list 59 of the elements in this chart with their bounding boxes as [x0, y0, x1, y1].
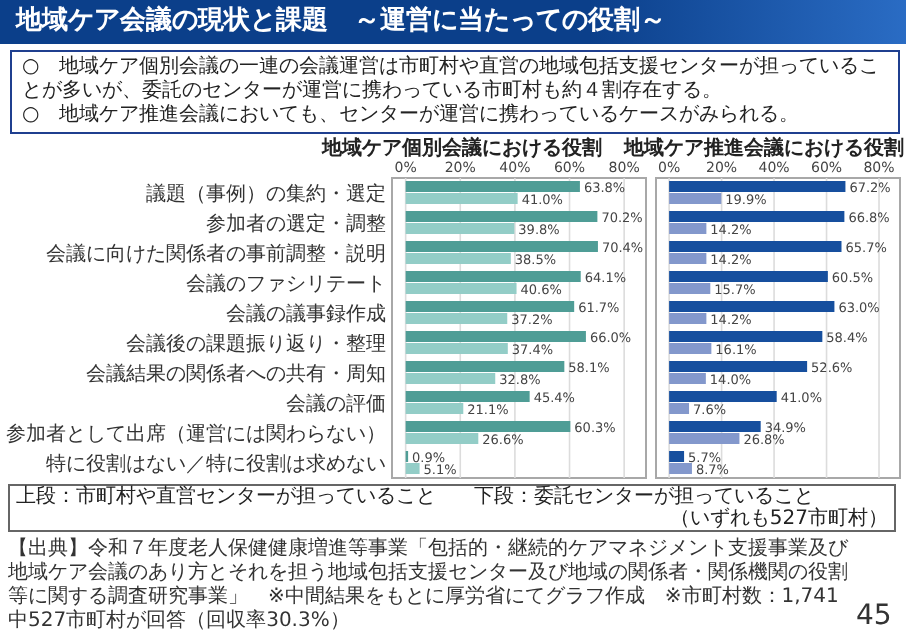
bar: [405, 253, 511, 264]
bar: [669, 271, 828, 282]
bar: [669, 343, 712, 354]
bar: [405, 241, 598, 252]
bar: [669, 463, 692, 474]
text: ○ 地域ケア推進会議においても、センターが運営に携わっているケースがみられる。: [22, 104, 802, 128]
chart-title: 地域ケア推進会議における役割: [622, 136, 904, 160]
bar: [669, 193, 722, 204]
y-tick-label: 参加者として出席（運営には関わらない）: [6, 422, 386, 446]
bar: [405, 421, 571, 432]
bar: [669, 361, 808, 372]
bar: [669, 253, 707, 264]
bar: [669, 283, 711, 294]
bar: [669, 181, 846, 192]
text: ○ 地域ケア個別会議の一連の会議運営は市町村や直営の地域包括支援センターが担っていることが多いが、委託のセンターが運営に携わっている市町村も約４割存在する。: [22, 56, 882, 103]
y-tick-label: 議題（事例）の集約・選定: [146, 182, 386, 206]
y-tick-label: 会議の評価: [286, 392, 386, 416]
bar: [669, 451, 685, 462]
bar: [405, 301, 575, 312]
bar: [669, 421, 761, 432]
bar: [405, 181, 580, 192]
y-tick-label: 会議に向けた関係者の事前調整・説明: [46, 242, 386, 266]
bar: [405, 433, 479, 444]
bar: [405, 343, 508, 354]
text: 下段：委託センターが担っていること: [474, 486, 814, 508]
bar: [405, 361, 565, 372]
bar: [405, 223, 515, 234]
bar: [405, 391, 530, 402]
bar: [405, 331, 586, 342]
bar: [669, 433, 740, 444]
bar: [405, 403, 464, 414]
text: （いずれも527市町村）: [669, 508, 888, 530]
bar: [669, 241, 842, 252]
bar: [669, 331, 823, 342]
y-tick-label: 会議のファシリテート: [186, 272, 386, 296]
page-number: 45: [856, 600, 892, 632]
bar: [669, 223, 707, 234]
bar: [405, 283, 517, 294]
title: 地域ケア会議の現状と課題 ～運営に当たっての役割～: [16, 6, 666, 38]
y-tick-label: 特に役割はない／特に役割は求めない: [46, 452, 386, 476]
y-tick-label: 会議結果の関係者への共有・周知: [86, 362, 386, 386]
bar: [669, 313, 707, 324]
bar: [669, 301, 835, 312]
bar: [669, 373, 706, 384]
bar: [405, 313, 508, 324]
bar: [405, 271, 581, 282]
bar: [669, 403, 690, 414]
bar: [405, 211, 598, 222]
y-tick-label: 参加者の選定・調整: [206, 212, 386, 236]
bar: [405, 463, 420, 474]
y-tick-label: 会議後の課題振り返り・整理: [126, 332, 386, 356]
bar: [669, 391, 777, 402]
source: 【出典】令和７年度老人保健健康増進等事業「包括的・継続的ケアマネジメント支援事業及び地域ケア会議のあり方とそれを担う地域包括支援センター及び地域の関係者・関係機関の役割等に関する調査研究事業」 ※中間結果をもとに厚労省にてグラフ作成 ※市町村数：1,741中527市町村が回答（回収率30.3%）: [8, 538, 848, 634]
bar: [405, 193, 518, 204]
bar: [669, 211, 845, 222]
text: 上段：市町村や直営センターが担っていること: [16, 486, 436, 508]
chart-title: 地域ケア個別会議における役割: [320, 136, 602, 160]
bar: [405, 373, 496, 384]
y-tick-label: 会議の議事録作成: [226, 302, 386, 326]
